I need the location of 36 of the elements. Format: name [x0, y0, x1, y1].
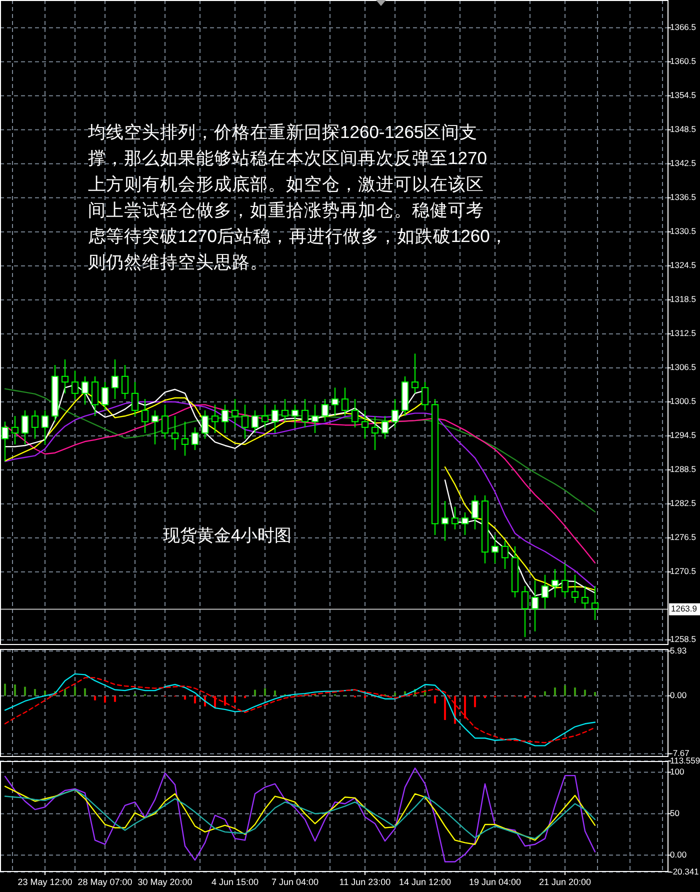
y-tick-label: 1276.5	[670, 532, 696, 542]
x-tick-label: 4 Jun 15:00	[211, 877, 259, 887]
y-tick-label: -7.67	[670, 748, 690, 758]
y-tick-label: 1300.5	[670, 396, 696, 406]
y-tick-label: 50	[670, 808, 680, 818]
y-tick-label: 1312.5	[670, 328, 696, 338]
y-tick-label: 1360.5	[670, 56, 696, 66]
y-tick-label: 1336.5	[670, 192, 696, 202]
x-tick-label: 14 Jun 12:00	[398, 877, 452, 887]
x-tick-label: 7 Jun 04:00	[271, 877, 319, 887]
x-tick-label: 21 Jun 20:00	[538, 877, 592, 887]
y-tick-label: 113.559	[670, 755, 700, 766]
ref-line-label: 1263.9	[671, 604, 698, 614]
x-tick-label: 30 May 20:00	[138, 877, 192, 887]
y-tick-label: 5.93	[670, 645, 687, 656]
y-tick-label: 1330.5	[670, 226, 696, 236]
y-tick-label: 1324.5	[670, 260, 696, 270]
y-tick-label: -20.341	[670, 866, 700, 876]
y-tick-label: 1294.5	[670, 430, 696, 440]
y-tick-label: 1342.5	[670, 158, 696, 168]
y-tick-label: 1366.5	[670, 22, 696, 32]
y-tick-label: 1306.5	[670, 362, 696, 372]
x-tick-label: 11 Jun 23:00	[339, 877, 391, 887]
y-tick-label: 1270.5	[670, 566, 696, 576]
x-tick-label: 19 Jun 04:00	[468, 877, 522, 887]
y-tick-label: 0.00	[670, 690, 687, 700]
x-tick-label: 28 May 07:00	[78, 877, 132, 887]
y-tick-label: 1318.5	[670, 294, 696, 304]
y-tick-label: 0.00	[670, 849, 687, 860]
y-tick-label: 1288.5	[670, 464, 696, 474]
y-tick-label: 1354.5	[670, 90, 696, 100]
x-tick-label: 23 May 12:00	[18, 877, 72, 887]
y-tick-label: 1258.5	[670, 634, 696, 644]
y-tick-label: 1282.5	[670, 498, 696, 508]
y-tick-label: 100	[670, 766, 684, 776]
y-tick-label: 1348.5	[670, 124, 696, 134]
